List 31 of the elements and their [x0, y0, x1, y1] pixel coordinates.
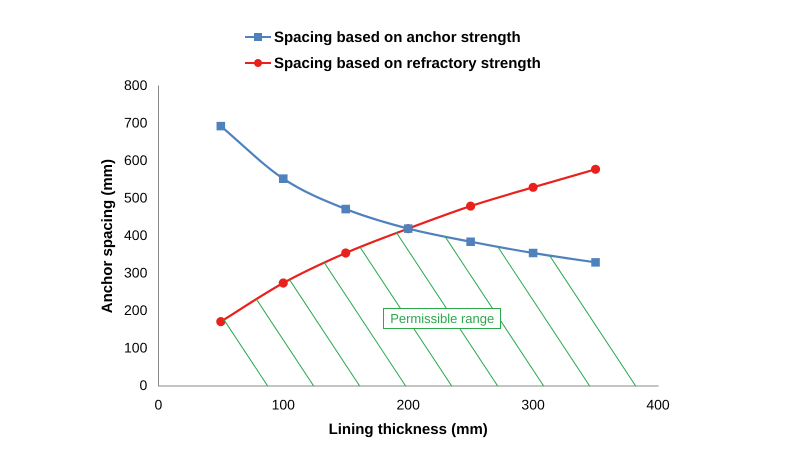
x-axis-title: Lining thickness (mm)	[328, 421, 488, 438]
point	[528, 182, 538, 192]
point	[528, 248, 538, 258]
point	[278, 278, 288, 288]
point	[341, 204, 350, 214]
y-axis-title: Anchor spacing (mm)	[99, 159, 116, 314]
y-tick-label: 200	[124, 302, 148, 318]
y-tick-label: 100	[124, 340, 148, 356]
x-tick-label: 300	[521, 396, 545, 412]
x-tick-label: 400	[646, 396, 670, 412]
point	[466, 201, 476, 211]
y-tick-label: 500	[124, 189, 148, 206]
legend-label: Spacing based on anchor strength	[274, 28, 521, 46]
point	[216, 122, 226, 130]
y-tick-label: 300	[124, 264, 148, 280]
annotation: Permissible range	[383, 308, 502, 330]
point	[341, 248, 350, 258]
y-tick-label: 600	[124, 152, 148, 168]
legend-label: Spacing based on refractory strength	[274, 54, 541, 72]
point	[216, 317, 226, 326]
point	[278, 174, 288, 183]
y-tick-label: 700	[124, 114, 148, 130]
x-tick-label: 200	[396, 396, 420, 412]
y-tick-label: 800	[124, 76, 148, 93]
x-tick-label: 0	[154, 396, 162, 412]
y-tick-label: 0	[140, 377, 148, 394]
x-tick-label: 100	[272, 396, 296, 412]
y-tick-label: 400	[124, 226, 148, 243]
point	[466, 237, 475, 246]
point	[591, 258, 600, 267]
point	[590, 164, 600, 174]
